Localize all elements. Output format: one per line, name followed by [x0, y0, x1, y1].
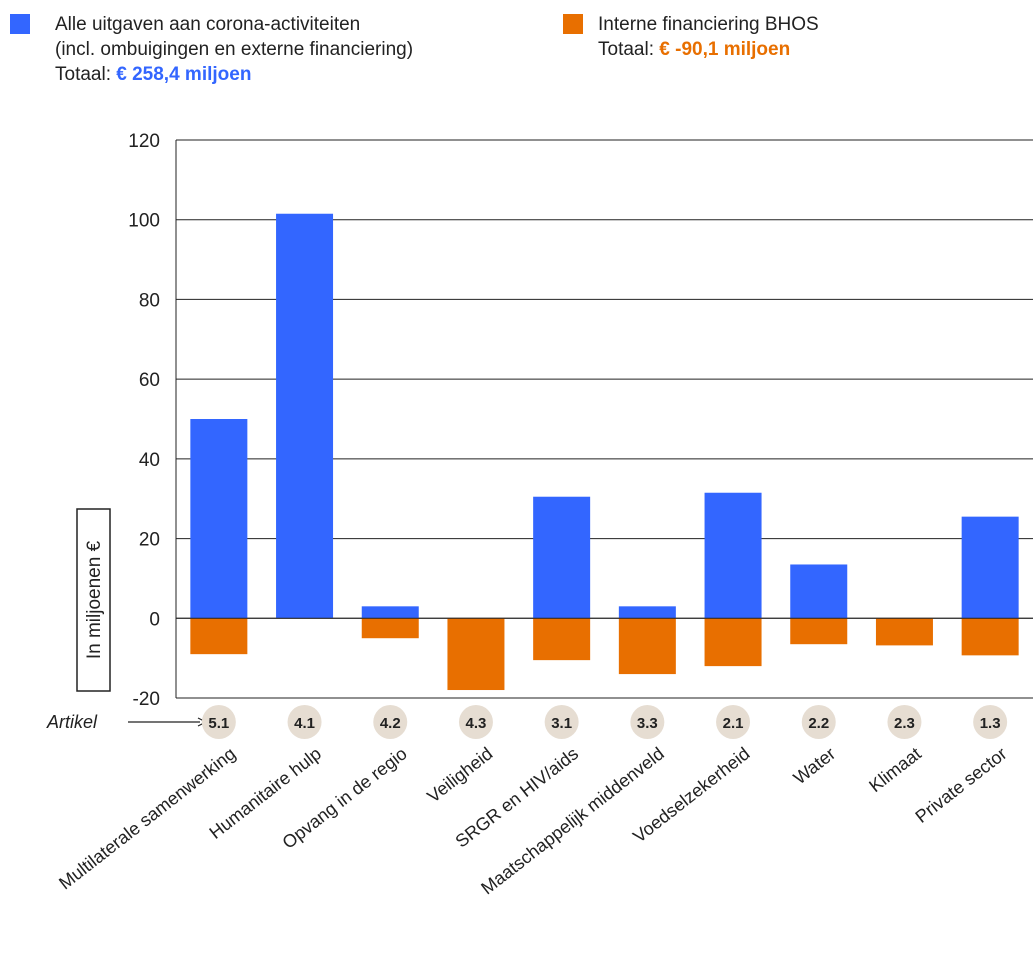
category-label: Multilaterale samenwerking: [55, 743, 239, 893]
artikel-badge-text: 4.1: [294, 715, 315, 732]
legend-line-2: (incl. ombuigingen en externe financieri…: [55, 39, 414, 60]
bar-internal-financing: [618, 618, 676, 675]
y-tick-label: 80: [139, 290, 160, 311]
bar-internal-financing: [447, 618, 505, 691]
legend-text-internal-financing: Interne financiering BHOS Totaal: € -90,…: [598, 12, 819, 62]
legend-text-all-expenses: Alle uitgaven aan corona-activiteiten (i…: [55, 12, 413, 87]
y-axis-label-box: In miljoenen €: [76, 508, 111, 692]
artikel-badge-text: 4.2: [380, 715, 401, 732]
bar-all-expenses: [276, 213, 334, 619]
y-tick-label: -20: [133, 689, 160, 710]
legend-line-1: Interne financiering BHOS: [598, 14, 819, 35]
artikel-badge-text: 5.1: [208, 715, 229, 732]
artikel-badge-text: 4.3: [466, 715, 487, 732]
legend-total: Totaal: € -90,1 miljoen: [598, 37, 819, 62]
artikel-label: Artikel: [46, 712, 98, 732]
category-label: Klimaat: [865, 743, 925, 796]
category-label: Veiligheid: [423, 743, 496, 806]
artikel-badge-text: 1.3: [980, 715, 1001, 732]
artikel-indicator: Artikel: [46, 712, 208, 732]
legend-swatch-orange: [563, 14, 583, 34]
artikel-badge: [287, 705, 322, 739]
y-tick-label: 100: [128, 211, 160, 232]
bar-internal-financing: [533, 618, 591, 661]
bar-all-expenses: [704, 492, 762, 619]
bar-internal-financing: [190, 618, 248, 655]
y-tick-label: 60: [139, 370, 160, 391]
artikel-badge-text: 3.1: [551, 715, 572, 732]
y-tick-labels: 120 100 80 60 40 20 0 -20: [128, 131, 160, 710]
bar-internal-financing: [875, 618, 933, 646]
category-label: Private sector: [912, 743, 1011, 827]
artikel-badge: [716, 705, 751, 739]
y-tick-label: 20: [139, 530, 160, 551]
y-tick-label: 0: [149, 609, 160, 630]
category-label: Maatschappelijk middenveld: [477, 743, 668, 898]
artikel-badge: [630, 705, 665, 739]
bars: [190, 213, 1019, 691]
y-axis-label: In miljoenen €: [84, 540, 105, 659]
bar-internal-financing: [704, 618, 762, 667]
artikel-badges: 5.1 4.1 4.2 4.3 3.1 3.3 2.1 2.2 2.3 1.3: [201, 705, 1008, 739]
artikel-badge: [458, 705, 493, 739]
bar-internal-financing: [361, 618, 419, 639]
bar-all-expenses: [618, 606, 676, 619]
artikel-badge-text: 2.1: [723, 715, 744, 732]
artikel-badge: [801, 705, 836, 739]
legend-total-label: Totaal:: [55, 64, 117, 85]
bar-internal-financing: [961, 618, 1019, 656]
y-tick-label: 40: [139, 450, 160, 471]
legend-total-label: Totaal:: [598, 39, 660, 60]
bar-all-expenses: [190, 419, 248, 619]
artikel-badge-text: 2.3: [894, 715, 915, 732]
y-tick-label: 120: [128, 131, 160, 152]
legend-total-value: € -90,1 miljoen: [659, 39, 791, 60]
artikel-badge-text: 2.2: [808, 715, 829, 732]
legend-line-1: Alle uitgaven aan corona-activiteiten: [55, 14, 361, 35]
artikel-badge: [887, 705, 922, 739]
legend-swatch-blue: [10, 14, 30, 34]
bar-all-expenses: [361, 606, 419, 619]
legend-total-value: € 258,4 miljoen: [116, 64, 252, 85]
category-label: Water: [790, 743, 840, 788]
bar-all-expenses: [533, 496, 591, 619]
artikel-badge: [373, 705, 408, 739]
artikel-badge: [544, 705, 579, 739]
bar-internal-financing: [790, 618, 848, 645]
artikel-badge: [201, 705, 236, 739]
axes: [175, 140, 1033, 698]
bar-all-expenses: [790, 564, 848, 619]
artikel-badge-text: 3.3: [637, 715, 658, 732]
legend-total: Totaal: € 258,4 miljoen: [55, 62, 413, 87]
artikel-badge: [973, 705, 1008, 739]
bar-all-expenses: [961, 516, 1019, 619]
